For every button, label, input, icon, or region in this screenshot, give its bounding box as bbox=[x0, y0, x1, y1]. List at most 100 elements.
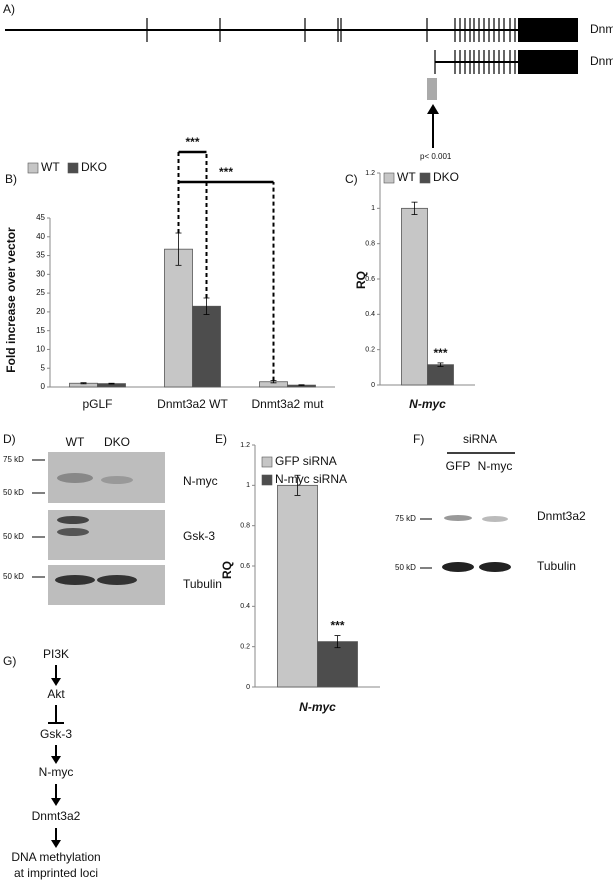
y-tick-label: 0.4 bbox=[240, 603, 250, 610]
y-tick-label: 25 bbox=[36, 288, 45, 297]
lane-label: WT bbox=[66, 435, 85, 449]
y-axis-label: RQ bbox=[220, 561, 234, 579]
arrow-head bbox=[51, 756, 61, 764]
marker-label: 50 kD bbox=[3, 572, 24, 581]
bar bbox=[317, 641, 358, 688]
pathway-node: at imprinted loci bbox=[14, 866, 98, 880]
marker-label: 75 kD bbox=[395, 514, 416, 523]
legend-swatch bbox=[67, 162, 79, 174]
protein-label: N-myc bbox=[183, 474, 218, 488]
legend-label: DKO bbox=[81, 160, 107, 174]
panel-label: G) bbox=[3, 654, 16, 668]
panel-label: B) bbox=[5, 172, 17, 186]
arrow-head bbox=[427, 104, 439, 114]
panel-label: A) bbox=[3, 2, 15, 16]
x-axis-label: N-myc bbox=[299, 700, 336, 714]
legend-label: WT bbox=[41, 160, 60, 174]
band bbox=[482, 516, 508, 522]
protein-label: Dnmt3a2 bbox=[537, 509, 586, 523]
header: siRNA bbox=[463, 432, 497, 446]
lane-label: GFP bbox=[446, 459, 471, 473]
lane-label: DKO bbox=[104, 435, 130, 449]
y-tick-label: 40 bbox=[36, 232, 45, 241]
transcript-label: Dnmt3a bbox=[590, 22, 613, 36]
bar bbox=[427, 364, 454, 386]
legend-swatch bbox=[27, 162, 39, 174]
legend-swatch bbox=[261, 456, 273, 468]
y-tick-label: 10 bbox=[36, 345, 45, 354]
y-tick-label: 1.2 bbox=[365, 170, 375, 177]
y-tick-label: 0.8 bbox=[365, 241, 375, 248]
bar bbox=[164, 248, 193, 388]
band bbox=[97, 575, 137, 585]
legend-swatch bbox=[383, 172, 395, 184]
legend-swatch bbox=[261, 474, 273, 486]
y-tick-label: 1 bbox=[371, 205, 375, 212]
legend-label: GFP siRNA bbox=[275, 454, 337, 468]
subtitle: p< 0.001 bbox=[420, 152, 452, 161]
pathway-node: N-myc bbox=[39, 765, 74, 779]
y-tick-label: 0 bbox=[371, 382, 375, 389]
y-tick-label: 0.6 bbox=[365, 276, 375, 283]
y-axis-label: RQ bbox=[354, 271, 368, 289]
pathway-node: Akt bbox=[47, 687, 65, 701]
y-tick-label: 0.4 bbox=[365, 311, 375, 318]
protein-label: Tubulin bbox=[183, 577, 222, 591]
bar bbox=[192, 305, 221, 388]
marker-label: 50 kD bbox=[395, 563, 416, 572]
band bbox=[101, 476, 133, 484]
transcript-label: Dnmt3a2 bbox=[590, 54, 613, 68]
legend-swatch bbox=[419, 172, 431, 184]
band bbox=[57, 516, 89, 524]
y-tick-label: 0.2 bbox=[365, 347, 375, 354]
pathway-node: Dnmt3a2 bbox=[32, 809, 81, 823]
panel-label: D) bbox=[3, 432, 16, 446]
y-tick-label: 0.8 bbox=[240, 523, 250, 530]
pathway-node: PI3K bbox=[43, 647, 69, 661]
band bbox=[57, 528, 89, 536]
y-tick-label: 1 bbox=[246, 482, 250, 489]
x-tick-label: pGLF bbox=[82, 397, 112, 411]
lane-label: N-myc bbox=[478, 459, 513, 473]
y-axis-label: Fold increase over vector bbox=[4, 227, 18, 373]
y-tick-label: 45 bbox=[36, 213, 45, 222]
panel-label: E) bbox=[215, 432, 227, 446]
band bbox=[479, 562, 511, 572]
y-tick-label: 35 bbox=[36, 251, 45, 260]
y-tick-label: 0 bbox=[246, 684, 250, 691]
legend-label: N-myc siRNA bbox=[275, 472, 347, 486]
significance: *** bbox=[185, 135, 199, 149]
arrow-head bbox=[51, 678, 61, 686]
significance: *** bbox=[330, 619, 344, 633]
y-tick-label: 0.6 bbox=[240, 563, 250, 570]
significance: *** bbox=[433, 346, 447, 360]
y-tick-label: 1.2 bbox=[240, 442, 250, 449]
protein-label: Gsk-3 bbox=[183, 529, 215, 543]
legend-label: DKO bbox=[433, 170, 459, 184]
exon-block bbox=[518, 50, 578, 74]
probe bbox=[427, 78, 437, 100]
x-axis-label: N-myc bbox=[409, 397, 446, 411]
marker-label: 50 kD bbox=[3, 488, 24, 497]
y-tick-label: 0 bbox=[41, 382, 46, 391]
protein-label: Tubulin bbox=[537, 559, 576, 573]
panel-label: C) bbox=[345, 172, 358, 186]
y-tick-label: 0.2 bbox=[240, 644, 250, 651]
arrow-head bbox=[51, 798, 61, 806]
pathway-node: Gsk-3 bbox=[40, 727, 72, 741]
y-tick-label: 20 bbox=[36, 307, 45, 316]
band bbox=[444, 515, 472, 521]
exon-block bbox=[518, 18, 578, 42]
significance: *** bbox=[219, 165, 233, 179]
x-tick-label: Dnmt3a2 mut bbox=[251, 397, 324, 411]
arrow-head bbox=[51, 840, 61, 848]
y-tick-label: 15 bbox=[36, 326, 45, 335]
band bbox=[57, 473, 93, 483]
y-tick-label: 30 bbox=[36, 269, 45, 278]
bar bbox=[401, 207, 428, 386]
legend-label: WT bbox=[397, 170, 416, 184]
x-tick-label: Dnmt3a2 WT bbox=[157, 397, 228, 411]
panel-label: F) bbox=[413, 432, 424, 446]
pathway-node: DNA methylation bbox=[11, 850, 100, 864]
